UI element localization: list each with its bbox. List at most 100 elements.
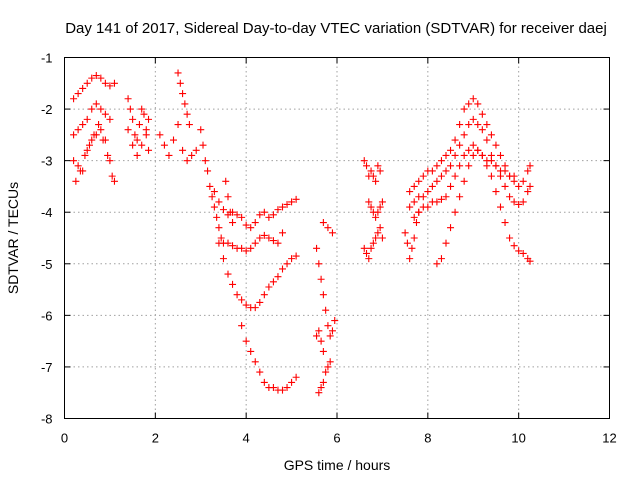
data-point (369, 172, 377, 180)
data-point (74, 90, 82, 98)
x-tick-label: 4 (243, 431, 250, 446)
data-point (145, 115, 153, 123)
data-point (70, 157, 78, 165)
data-point (251, 304, 259, 312)
data-point (108, 172, 116, 180)
data-point (519, 198, 527, 206)
data-point (188, 151, 196, 159)
data-point (185, 121, 193, 129)
data-point (483, 162, 491, 170)
data-point (126, 105, 134, 113)
data-point (210, 203, 218, 211)
data-point (319, 347, 327, 355)
data-point (322, 306, 330, 314)
data-point (433, 162, 441, 170)
data-point (174, 69, 182, 77)
data-point (315, 389, 323, 397)
data-point (215, 198, 223, 206)
data-point (222, 177, 230, 185)
data-point (365, 198, 373, 206)
data-point (372, 234, 380, 242)
data-point (238, 322, 246, 330)
data-point (174, 121, 182, 129)
data-point (242, 337, 250, 345)
y-tick-label: -1 (41, 51, 53, 66)
data-point (474, 100, 482, 108)
data-point (403, 239, 411, 247)
data-point (110, 177, 118, 185)
y-tick-label: -2 (41, 102, 53, 117)
data-point (181, 100, 189, 108)
x-axis-title: GPS time / hours (284, 457, 391, 473)
data-point (322, 368, 330, 376)
data-point (478, 126, 486, 134)
data-point (483, 121, 491, 129)
data-point (506, 234, 514, 242)
data-point (376, 203, 384, 211)
data-point (319, 291, 327, 299)
data-point (433, 198, 441, 206)
data-point (456, 193, 464, 201)
data-point (372, 177, 380, 185)
data-point (492, 141, 500, 149)
data-point (401, 229, 409, 237)
data-point (469, 141, 477, 149)
data-point (451, 136, 459, 144)
x-tick-label: 0 (61, 431, 68, 446)
data-point (288, 378, 296, 386)
data-point (406, 188, 414, 196)
data-point (374, 208, 382, 216)
data-point (315, 327, 323, 335)
data-point (367, 244, 375, 252)
data-point (208, 193, 216, 201)
data-point (474, 146, 482, 154)
data-point (412, 219, 420, 227)
data-point (229, 242, 237, 250)
data-point (256, 368, 264, 376)
data-point (70, 95, 78, 103)
data-point (460, 177, 468, 185)
data-point (74, 162, 82, 170)
x-tick-labels: 0 2 4 6 8 10 12 (61, 431, 617, 446)
data-point (406, 255, 414, 263)
data-point (447, 224, 455, 232)
x-tick-label: 12 (602, 431, 616, 446)
data-point (70, 131, 78, 139)
data-point (460, 105, 468, 113)
data-point (367, 167, 375, 175)
data-point (324, 224, 332, 232)
data-point (88, 136, 96, 144)
data-point (283, 384, 291, 392)
data-point (465, 100, 473, 108)
y-tick-label: -8 (41, 412, 53, 427)
data-point (85, 141, 93, 149)
data-point (510, 242, 518, 250)
data-point (478, 151, 486, 159)
data-point (408, 244, 416, 252)
data-point (469, 115, 477, 123)
data-point (124, 126, 132, 134)
data-point (288, 255, 296, 263)
data-point (256, 211, 264, 219)
data-point (213, 213, 221, 221)
data-point (460, 131, 468, 139)
data-point (283, 260, 291, 268)
data-point (183, 157, 191, 165)
data-point (242, 247, 250, 255)
data-point (469, 151, 477, 159)
data-point (124, 95, 132, 103)
data-point (215, 224, 223, 232)
data-point (247, 244, 255, 252)
data-point (519, 177, 527, 185)
data-point (376, 224, 384, 232)
y-tick-label: -7 (41, 360, 53, 375)
data-point (251, 358, 259, 366)
data-point (313, 332, 321, 340)
data-point (233, 291, 241, 299)
data-point (219, 206, 227, 214)
data-point (156, 131, 164, 139)
data-point (97, 126, 105, 134)
data-point (433, 260, 441, 268)
data-point (238, 244, 246, 252)
data-point (442, 239, 450, 247)
